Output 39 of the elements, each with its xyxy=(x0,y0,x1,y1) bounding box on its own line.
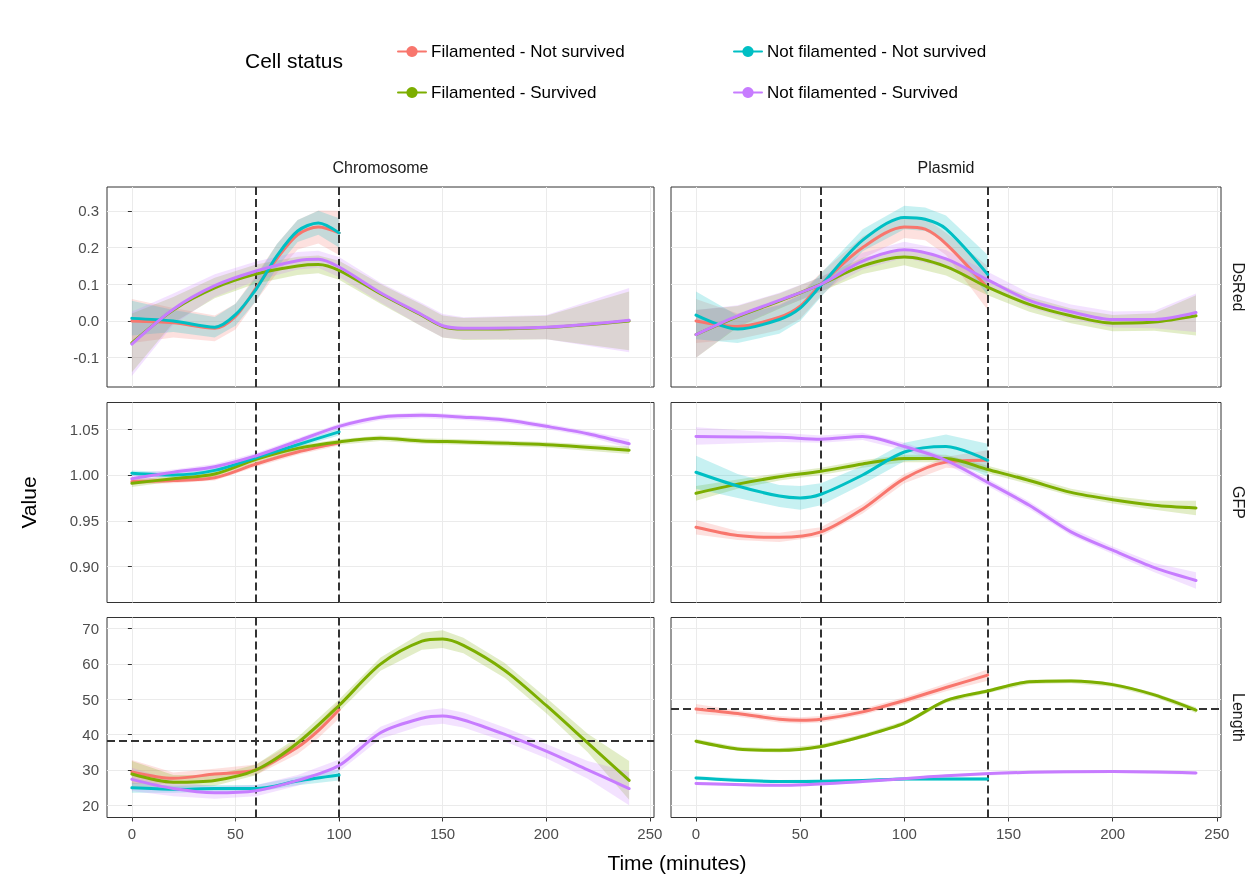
x-tick-label: 100 xyxy=(326,824,352,842)
x-tick-label: 0 xyxy=(127,824,137,842)
x-tick-label: 200 xyxy=(533,824,559,842)
x-tick-label: 150 xyxy=(995,824,1022,842)
legend-title: Cell status xyxy=(245,48,344,72)
y-tick-label: 0.95 xyxy=(69,512,99,530)
x-tick-label: 50 xyxy=(227,824,244,842)
y-tick-label: 40 xyxy=(82,725,99,743)
legend-label: Filamented - Survived xyxy=(431,83,597,102)
x-tick-label: 250 xyxy=(1204,824,1230,842)
y-tick-label: -0.1 xyxy=(73,349,99,367)
y-tick-label: 30 xyxy=(82,761,99,779)
chart-title: Plasmid xyxy=(917,158,975,176)
y-tick-label: 70 xyxy=(82,619,99,637)
y-tick-label: 0.1 xyxy=(78,275,99,293)
y-tick-label: 60 xyxy=(82,655,99,673)
chart-title: Chromosome xyxy=(332,158,429,176)
y-tick-label: 1.00 xyxy=(69,466,99,484)
y-tick-label: 50 xyxy=(82,690,99,708)
y-tick-label: 0.90 xyxy=(69,558,99,576)
x-tick-label: 50 xyxy=(791,824,809,842)
y-tick-label: 1.05 xyxy=(69,420,99,438)
legend-label: Filamented - Not survived xyxy=(431,42,625,61)
x-tick-label: 150 xyxy=(430,824,456,842)
y2-axis-title: GFP xyxy=(1229,486,1247,519)
x-tick-label: 0 xyxy=(691,824,701,842)
legend-label: Not filamented - Not survived xyxy=(767,42,987,61)
y2-axis-title: DsRed xyxy=(1229,262,1247,312)
y2-axis-title: Length xyxy=(1229,693,1247,742)
legend-label: Not filamented - Survived xyxy=(767,83,958,102)
x-tick-label: 200 xyxy=(1100,824,1126,842)
y-tick-label: 0.3 xyxy=(78,202,99,220)
x-tick-label: 250 xyxy=(637,824,663,842)
x-tick-label: 100 xyxy=(891,824,917,842)
x-axis-title: Time (minutes) xyxy=(607,851,747,874)
y-tick-label: 20 xyxy=(82,796,99,814)
y-tick-label: 0.0 xyxy=(78,312,99,330)
y-axis-title: Value xyxy=(16,476,40,529)
y-tick-label: 0.2 xyxy=(78,239,99,257)
